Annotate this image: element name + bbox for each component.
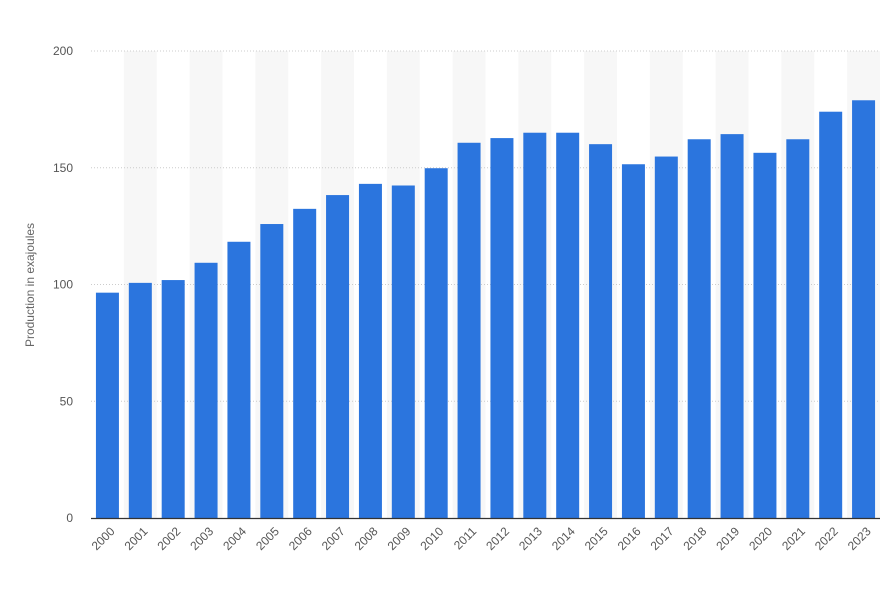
x-tick-label-2012: 2012	[483, 524, 512, 553]
x-tick-label-2003: 2003	[187, 524, 216, 553]
bar-2022	[819, 111, 843, 519]
x-tick-label-2022: 2022	[812, 524, 841, 553]
bar-2018	[687, 139, 711, 518]
bar-2000	[95, 292, 119, 518]
x-tick-label-2001: 2001	[122, 524, 151, 553]
x-tick-label-2006: 2006	[286, 524, 315, 553]
bar-2005	[260, 224, 284, 518]
x-tick-label-2013: 2013	[516, 524, 545, 553]
x-tick-label-2016: 2016	[615, 524, 644, 553]
bar-2020	[753, 152, 777, 518]
bar-2013	[523, 132, 547, 518]
bar-2012	[490, 138, 514, 518]
x-tick-label-2004: 2004	[220, 524, 249, 553]
y-tick-label-150: 150	[53, 161, 73, 175]
bar-2009	[391, 185, 415, 518]
bar-2021	[786, 139, 810, 518]
x-tick-label-2011: 2011	[451, 524, 479, 552]
x-tick-label-2017: 2017	[648, 524, 677, 553]
bar-2015	[589, 144, 613, 518]
bar-2017	[654, 156, 678, 519]
bar-2001	[128, 282, 152, 518]
bar-2003	[194, 262, 218, 518]
y-tick-label-200: 200	[53, 44, 73, 58]
x-tick-label-2000: 2000	[89, 524, 118, 553]
x-tick-label-2007: 2007	[319, 524, 348, 553]
bar-2016	[621, 164, 645, 518]
x-tick-label-2010: 2010	[418, 524, 447, 553]
bar-2011	[457, 142, 481, 518]
x-tick-label-2021: 2021	[779, 524, 808, 553]
y-tick-label-0: 0	[66, 511, 73, 525]
y-tick-label-100: 100	[53, 278, 73, 292]
bar-2008	[358, 183, 382, 518]
x-tick-label-2023: 2023	[845, 524, 874, 553]
x-tick-label-2014: 2014	[549, 524, 578, 553]
x-tick-label-2009: 2009	[385, 524, 414, 553]
x-tick-label-2020: 2020	[746, 524, 775, 553]
bar-2023	[852, 100, 876, 519]
bar-2019	[720, 134, 744, 518]
bar-2006	[293, 208, 317, 518]
bar-2004	[227, 241, 251, 518]
bar-2002	[161, 280, 185, 518]
x-tick-label-2015: 2015	[582, 524, 611, 553]
x-tick-label-2019: 2019	[713, 524, 742, 553]
y-tick-label-50: 50	[60, 394, 74, 408]
bar-2014	[556, 132, 580, 518]
bar-2010	[424, 168, 448, 519]
x-tick-label-2005: 2005	[253, 524, 282, 553]
x-tick-label-2008: 2008	[352, 524, 381, 553]
bar-2007	[326, 195, 350, 518]
x-tick-label-2018: 2018	[681, 524, 710, 553]
x-tick-label-2002: 2002	[155, 524, 184, 553]
